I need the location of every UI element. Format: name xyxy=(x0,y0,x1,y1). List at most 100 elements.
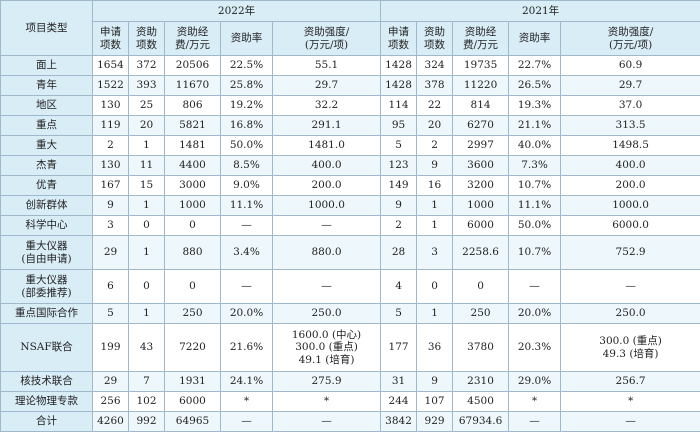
funding-amount-2022-cell: 1000 xyxy=(164,195,221,216)
funding-rate-2022-cell: 16.8% xyxy=(220,115,273,136)
applications-2021-cell: 244 xyxy=(380,391,418,412)
funding-rate-2021-cell: 26.5% xyxy=(508,75,562,96)
funding-intensity-2021-cell: 313.5 xyxy=(560,115,700,136)
funding-amount-2021-cell: 4500 xyxy=(452,391,510,412)
applications-2021-cell: 1428 xyxy=(380,55,418,76)
table-row: 核技术联合 29 7 1931 24.1% 275.9 31 9 2310 29.0% 256.7 xyxy=(0,371,700,392)
funding-intensity-2022-cell: 55.1 xyxy=(271,55,382,76)
funding-intensity-2022-cell: 250.0 xyxy=(271,303,382,324)
funding-amount-2021-cell: 19735 xyxy=(452,55,510,76)
applications-2022-cell: 130 xyxy=(92,155,129,176)
column-header-row: 申请 项数 资助 项数 资助经 费/万元 资助率 资助强度/(万元/项) 申请 项数 资助 项数 资助经… xyxy=(1,21,700,56)
funding-amount-2022-cell: 1931 xyxy=(164,371,221,392)
funded-count-2022-cell: 393 xyxy=(128,75,165,96)
funding-rate-2021-cell: 19.3% xyxy=(508,95,562,116)
funding-rate-2021-cell: 21.1% xyxy=(508,115,562,136)
funding-rate-2022-cell: 22.5% xyxy=(220,55,273,76)
project-type-cell: 重大 xyxy=(0,135,93,156)
funding-rate-2022-cell: 11.1% xyxy=(220,195,273,216)
applications-2022-cell: 6 xyxy=(92,269,129,304)
funding-intensity-2021-cell: 1000.0 xyxy=(560,195,700,216)
funding-intensity-2021-cell: 60.9 xyxy=(560,55,700,76)
funding-amount-2022-cell: 806 xyxy=(164,95,221,116)
project-type-cell: 青年 xyxy=(0,75,93,96)
table-row: 地区 130 25 806 19.2% 32.2 114 22 814 19.3% 37.0 xyxy=(0,95,700,116)
table-row: 重大仪器 (自由申请) 29 1 880 3.4% 880.0 28 3 2258.6 10.7% 7… xyxy=(0,235,700,270)
applications-2021-cell: 5 xyxy=(380,135,418,156)
funding-rate-2021-cell: 50.0% xyxy=(508,215,562,236)
applications-2021-cell: 5 xyxy=(380,303,418,324)
funding-rate-2022-cell: 20.0% xyxy=(220,303,273,324)
funding-amount-2021-cell: 814 xyxy=(452,95,510,116)
applications-2022-cell: 1522 xyxy=(92,75,129,96)
applications-2021-cell: 1428 xyxy=(380,75,418,96)
applications-2021-cell: 177 xyxy=(380,323,418,372)
funding-intensity-2022-cell: 29.7 xyxy=(271,75,382,96)
table-row: 杰青 130 11 4400 8.5% 400.0 123 9 3600 7.3% 400.0 xyxy=(0,155,700,176)
applications-2021-cell: 95 xyxy=(380,115,418,136)
funding-amount-2021-cell: 2997 xyxy=(452,135,510,156)
header-funded-count-2022: 资助 项数 xyxy=(128,21,165,56)
funded-count-2022-cell: 11 xyxy=(128,155,165,176)
funding-intensity-2021-cell: 37.0 xyxy=(560,95,700,116)
project-type-cell: 创新群体 xyxy=(0,195,93,216)
applications-2022-cell: 3 xyxy=(92,215,129,236)
funding-amount-2022-cell: 6000 xyxy=(164,391,221,412)
header-year-2022: 2022年 xyxy=(91,0,382,22)
funded-count-2022-cell: 0 xyxy=(128,215,165,236)
header-funding-intensity-2022: 资助强度/(万元/项) xyxy=(271,21,382,56)
table-row: 重大仪器 (部委推荐) 6 0 0— —4 0 0— — xyxy=(0,269,700,304)
funded-count-2022-cell: 372 xyxy=(128,55,165,76)
table-row: 面上 1654 372 20506 22.5% 55.1 1428 324 19735 22.7%… xyxy=(0,55,700,76)
header-funding-intensity-2021: 资助强度/(万元/项) xyxy=(560,21,700,56)
funded-count-2021-cell: 1 xyxy=(416,215,454,236)
funded-count-2022-cell: 20 xyxy=(128,115,165,136)
funding-amount-2022-cell: 20506 xyxy=(164,55,221,76)
funded-count-2021-cell: 9 xyxy=(416,371,454,392)
table-row: 优青 167 15 3000 9.0% 200.0 149 16 3200 10.7% 200.0 xyxy=(0,175,700,196)
funding-rate-2021-cell: 20.3% xyxy=(508,323,562,372)
funding-intensity-2022-cell: 880.0 xyxy=(271,235,382,270)
funded-count-2021-cell: 3 xyxy=(416,235,454,270)
funding-rate-2021-cell: 11.1% xyxy=(508,195,562,216)
funding-rate-2022-cell: — xyxy=(220,411,273,432)
funding-intensity-2022-cell: 1000.0 xyxy=(271,195,382,216)
funding-amount-2022-cell: 1481 xyxy=(164,135,221,156)
funding-intensity-2021-cell: 250.0 xyxy=(560,303,700,324)
applications-2021-cell: 149 xyxy=(380,175,418,196)
table-row: 重点 119 20 5821 16.8% 291.1 95 20 6270 21.1% 313.5 xyxy=(0,115,700,136)
funding-intensity-2022-cell: — xyxy=(271,411,382,432)
applications-2021-cell: 31 xyxy=(380,371,418,392)
funding-rate-2022-cell: 25.8% xyxy=(220,75,273,96)
funding-amount-2021-cell: 67934.6 xyxy=(452,411,510,432)
funding-amount-2022-cell: 64965 xyxy=(164,411,221,432)
funding-amount-2022-cell: 7220 xyxy=(164,323,221,372)
project-type-cell: 核技术联合 xyxy=(0,371,93,392)
funding-amount-2022-cell: 0 xyxy=(164,215,221,236)
project-type-cell: 重大仪器 (自由申请) xyxy=(0,235,93,270)
project-type-cell: 科学中心 xyxy=(0,215,93,236)
funding-intensity-2022-cell: 291.1 xyxy=(271,115,382,136)
header-funding-rate-2021: 资助率 xyxy=(508,21,562,56)
funding-amount-2021-cell: 0 xyxy=(452,269,510,304)
funding-intensity-2021-cell: 200.0 xyxy=(560,175,700,196)
header-applications-2021: 申请 项数 xyxy=(380,21,418,56)
funding-intensity-2022-cell: — xyxy=(271,269,382,304)
funding-rate-2022-cell: 19.2% xyxy=(220,95,273,116)
funding-amount-2022-cell: 0 xyxy=(164,269,221,304)
funded-count-2021-cell: 36 xyxy=(416,323,454,372)
funded-count-2022-cell: 1 xyxy=(128,235,165,270)
funding-rate-2022-cell: 50.0% xyxy=(220,135,273,156)
funding-rate-2022-cell: 9.0% xyxy=(220,175,273,196)
funding-rate-2021-cell: 20.0% xyxy=(508,303,562,324)
funding-intensity-2021-cell: * xyxy=(560,391,700,412)
applications-2022-cell: 1654 xyxy=(92,55,129,76)
funded-count-2021-cell: 0 xyxy=(416,269,454,304)
funding-rate-2021-cell: — xyxy=(508,411,562,432)
project-type-cell: 重大仪器 (部委推荐) xyxy=(0,269,93,304)
funding-amount-2022-cell: 5821 xyxy=(164,115,221,136)
funded-count-2022-cell: 7 xyxy=(128,371,165,392)
applications-2022-cell: 29 xyxy=(92,235,129,270)
funded-count-2022-cell: 43 xyxy=(128,323,165,372)
funding-intensity-2022-cell: 1600.0 (中心) 300.0 (重点) 49.1 (培育) xyxy=(271,323,382,372)
